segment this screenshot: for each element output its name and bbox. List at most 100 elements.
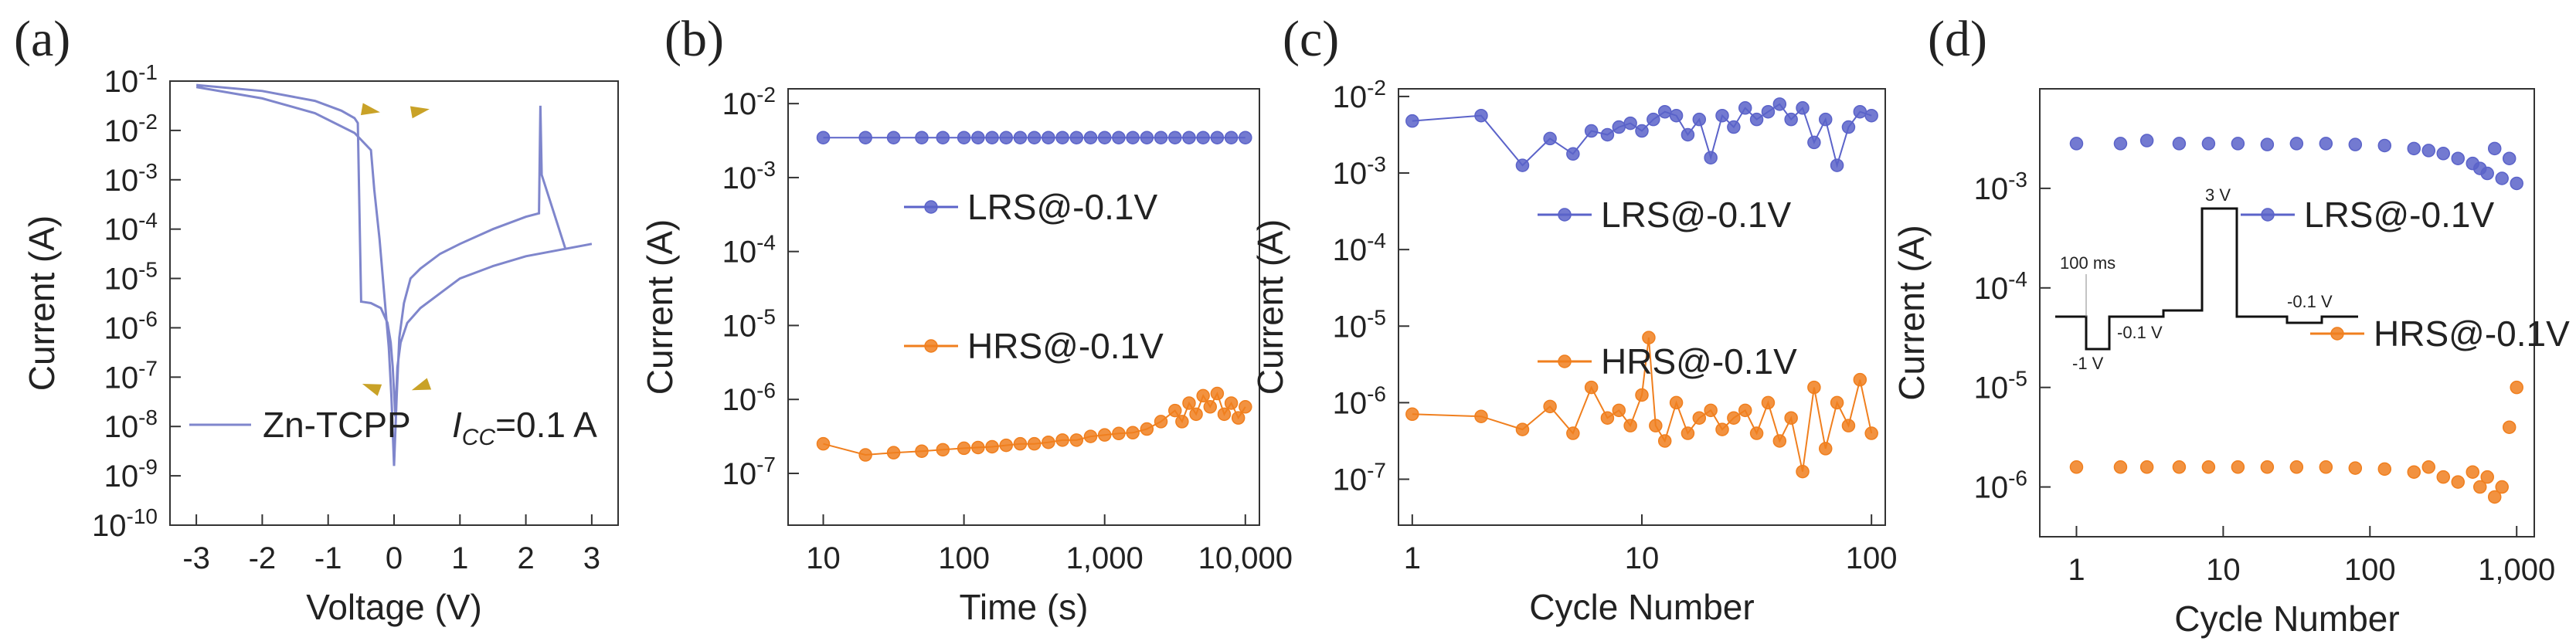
x-axis-title: Cycle Number <box>2174 599 2399 639</box>
x-tick-label: 1,000 <box>1066 541 1144 575</box>
y-tick-exponent: -5 <box>1367 305 1386 329</box>
data-point-hrs <box>1642 331 1656 344</box>
y-tick-exponent: -4 <box>1367 229 1386 253</box>
data-point-lrs <box>2113 137 2128 151</box>
inset-label-m01v-b: -0.1 V <box>2287 292 2333 311</box>
data-point-lrs <box>1474 108 1488 123</box>
data-point-lrs <box>985 131 999 144</box>
legend-marker <box>1558 354 1572 368</box>
y-tick-label: 10-6 <box>104 307 158 345</box>
data-point-hrs <box>1600 411 1615 425</box>
y-tick-label: 10-2 <box>1333 76 1386 114</box>
y-tick-exponent: -2 <box>138 110 158 134</box>
data-point-hrs <box>2139 460 2154 474</box>
data-point-lrs <box>999 131 1013 144</box>
y-axis-title: Current (A) <box>1891 225 1932 400</box>
data-point-hrs <box>1097 428 1112 442</box>
data-point-lrs <box>1154 131 1168 144</box>
y-tick-exponent: -6 <box>1367 382 1386 405</box>
data-point-lrs <box>1669 108 1684 123</box>
data-point-lrs <box>971 131 985 144</box>
inset-label-100ms: 100 ms <box>2060 253 2116 273</box>
y-tick-exponent: -3 <box>756 157 776 181</box>
y-tick-exponent: -9 <box>138 455 158 479</box>
x-tick-label: 1,000 <box>2478 553 2555 587</box>
y-tick-label: 10-3 <box>1333 152 1386 191</box>
data-point-lrs <box>2495 171 2509 185</box>
data-point-hrs <box>1189 407 1203 422</box>
data-point-lrs <box>1055 131 1069 144</box>
y-tick-base: 10 <box>104 311 139 345</box>
data-point-hrs <box>1623 419 1637 432</box>
sweep-arrow-icon <box>410 106 430 119</box>
x-tick-label: 0 <box>386 541 403 575</box>
y-tick-base: 10 <box>92 509 127 543</box>
x-tick-label: 3 <box>583 541 600 575</box>
panel-label: (b) <box>664 11 724 67</box>
legend-marker <box>1558 208 1572 222</box>
y-tick-base: 10 <box>104 164 139 198</box>
plot-frame <box>2039 88 2535 538</box>
y-tick-base: 10 <box>1974 172 2009 206</box>
data-point-lrs <box>2421 144 2436 158</box>
data-point-hrs <box>1830 395 1844 410</box>
data-point-lrs <box>1647 112 1660 127</box>
data-point-hrs <box>1203 400 1218 414</box>
legend-label: LRS@-0.1V <box>2304 195 2494 235</box>
data-point-hrs <box>2201 460 2216 474</box>
data-point-lrs <box>1749 112 1764 127</box>
y-tick-base: 10 <box>722 309 757 343</box>
data-point-lrs <box>2289 137 2304 151</box>
data-point-lrs <box>1715 108 1729 123</box>
y-tick-label: 10-6 <box>1333 382 1386 420</box>
data-point-hrs <box>1738 403 1752 418</box>
y-tick-base: 10 <box>1333 80 1368 114</box>
data-point-hrs <box>816 436 831 451</box>
data-point-hrs <box>1069 433 1084 447</box>
data-point-hrs <box>1772 434 1787 448</box>
y-tick-label: 10-5 <box>722 304 776 343</box>
y-tick-base: 10 <box>722 87 757 121</box>
data-point-hrs <box>1239 400 1252 414</box>
y-tick-label: 10-5 <box>104 258 158 297</box>
y-tick-exponent: -5 <box>138 258 158 282</box>
y-axis-title: Current (A) <box>22 215 62 391</box>
plot-frame <box>787 88 1260 526</box>
data-point-hrs <box>1210 386 1225 401</box>
y-tick-exponent: -7 <box>138 356 158 380</box>
data-point-lrs <box>1224 131 1239 144</box>
legend-marker <box>2261 208 2275 222</box>
legend-label: HRS@-0.1V <box>2374 314 2570 354</box>
y-tick-base: 10 <box>104 213 139 247</box>
data-point-lrs <box>2407 141 2421 156</box>
data-point-lrs <box>2260 137 2275 151</box>
data-point-hrs <box>1796 464 1810 479</box>
data-point-lrs <box>1543 131 1557 146</box>
x-tick-label: -1 <box>314 541 342 575</box>
data-point-hrs <box>1126 426 1140 440</box>
inset-label-3v: 3 V <box>2205 185 2231 205</box>
data-point-lrs <box>1069 131 1084 144</box>
data-point-lrs <box>1681 127 1695 142</box>
icc-value: =0.1 A <box>495 405 597 445</box>
pulse-waveform <box>2055 207 2358 351</box>
data-point-hrs <box>1612 403 1626 418</box>
y-tick-exponent: -7 <box>1367 459 1386 483</box>
legend-label: LRS@-0.1V <box>967 187 1157 227</box>
data-point-hrs <box>2421 460 2436 474</box>
data-point-lrs <box>1853 104 1867 119</box>
legend-label: Zn-TCPP <box>263 405 411 445</box>
y-tick-exponent: -8 <box>138 405 158 429</box>
data-point-hrs <box>1013 436 1028 451</box>
data-point-hrs <box>2436 470 2451 484</box>
y-tick-label: 10-2 <box>104 110 158 148</box>
y-tick-label: 10-4 <box>722 231 776 270</box>
y-tick-label: 10-2 <box>722 83 776 121</box>
data-point-hrs <box>1727 411 1741 425</box>
y-tick-label: 10-4 <box>1974 267 2027 306</box>
data-point-lrs <box>2436 147 2451 161</box>
data-point-lrs <box>1112 131 1126 144</box>
x-axis-title: Cycle Number <box>1529 587 1754 627</box>
data-point-hrs <box>2407 465 2421 479</box>
